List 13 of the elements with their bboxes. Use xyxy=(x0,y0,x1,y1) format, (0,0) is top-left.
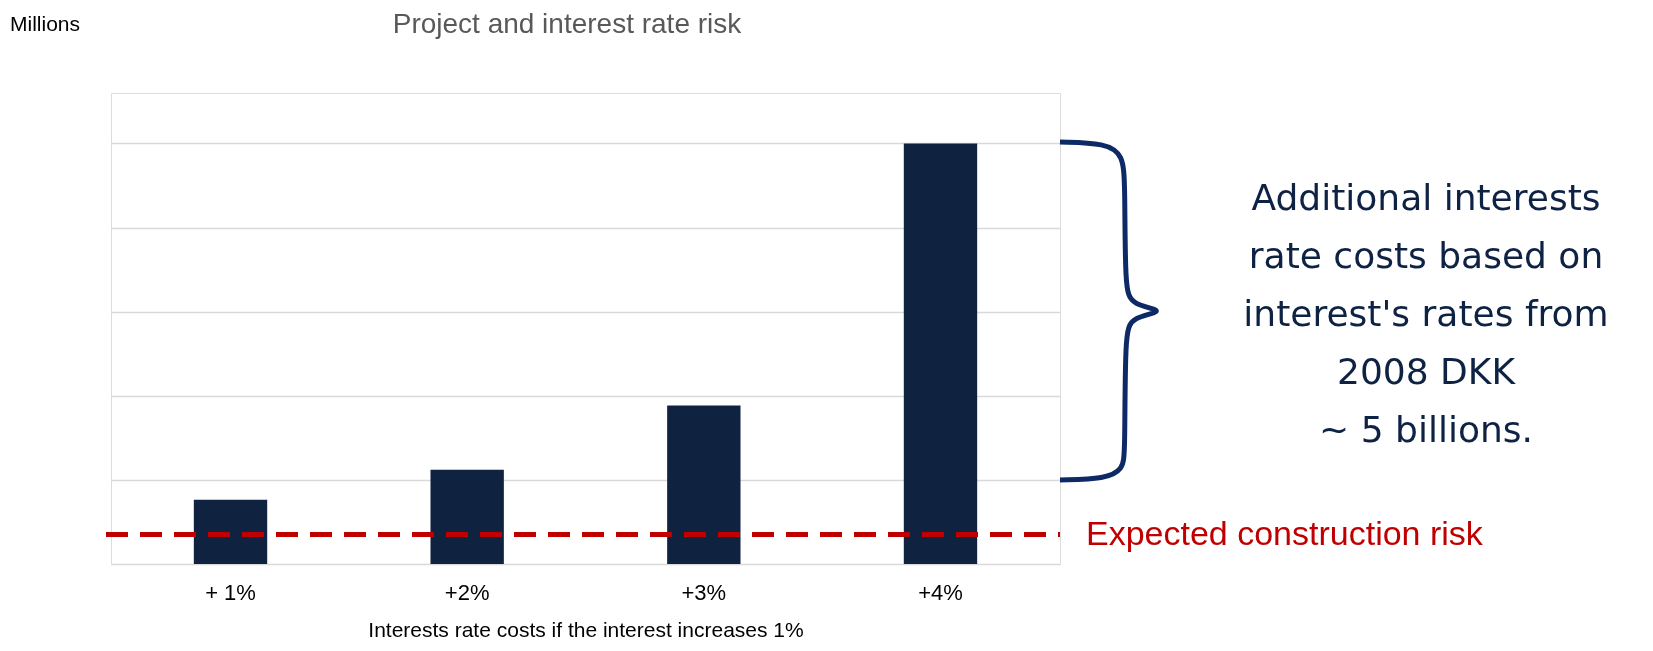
x-tick-label: +3% xyxy=(681,579,727,605)
x-tick-label: +4% xyxy=(918,579,963,605)
x-tick-label: +2% xyxy=(444,579,490,605)
x-axis-title: Interests rate costs if the interest increases 1% xyxy=(368,617,804,641)
bar xyxy=(903,143,978,564)
x-tick-label: + 1% xyxy=(205,579,256,605)
text: Additional interests rate costs based on interest's rates from 2008 DKK ~ 5 billions. xyxy=(1243,177,1609,450)
ref-line-label: Expected construction risk xyxy=(1086,513,1484,552)
bar xyxy=(193,499,268,564)
bar xyxy=(667,405,741,564)
bar xyxy=(430,469,504,564)
text: Millions xyxy=(10,12,81,35)
chart-title: Project and interest rate risk xyxy=(392,8,743,39)
